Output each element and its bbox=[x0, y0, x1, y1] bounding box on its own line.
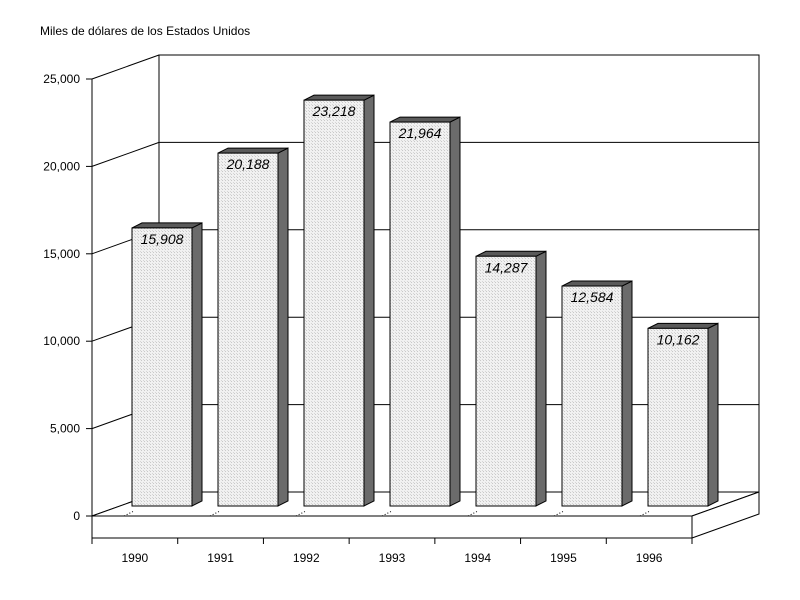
x-axis: 1990 1991 1992 1993 1994 1995 1996 bbox=[91, 538, 693, 565]
bar-shadow bbox=[639, 510, 651, 517]
y-axis: 0 5,000 10,000 15,000 20,000 25,000 bbox=[43, 72, 92, 523]
bar: 12,584 bbox=[553, 280, 633, 517]
x-tick-label: 1994 bbox=[464, 551, 491, 565]
bar-shadow bbox=[209, 510, 221, 517]
bar-side bbox=[449, 116, 461, 507]
bar-front bbox=[389, 121, 451, 507]
bar-side bbox=[277, 147, 289, 507]
y-tick-label: 10,000 bbox=[43, 334, 80, 348]
bar-front bbox=[475, 255, 537, 507]
bar: 14,287 bbox=[467, 250, 547, 517]
bar-shadow bbox=[381, 510, 393, 517]
bar-top bbox=[303, 94, 375, 101]
bars: 15,908 20,188 23,218 21,964 14,287 12,584 10,1… bbox=[123, 94, 719, 517]
bar-front bbox=[647, 327, 709, 507]
bar-top bbox=[131, 222, 203, 229]
data-label: 20,188 bbox=[226, 156, 270, 172]
floor-front bbox=[91, 515, 693, 539]
data-label: 15,908 bbox=[141, 231, 184, 247]
y-tick-label: 0 bbox=[73, 509, 80, 523]
data-label: 14,287 bbox=[485, 259, 529, 275]
bar-top bbox=[217, 147, 289, 154]
bar-front bbox=[303, 99, 365, 507]
y-tick-label: 5,000 bbox=[50, 422, 80, 436]
bar-front bbox=[217, 152, 279, 507]
bar-side bbox=[707, 322, 719, 507]
bar-side bbox=[535, 250, 547, 507]
bar: 20,188 bbox=[209, 147, 289, 517]
bar: 10,162 bbox=[639, 322, 719, 517]
bar-shadow bbox=[553, 510, 565, 517]
bar: 23,218 bbox=[295, 94, 375, 517]
bar-side bbox=[191, 222, 203, 507]
x-tick-label: 1991 bbox=[207, 551, 234, 565]
y-tick-label: 25,000 bbox=[43, 72, 80, 86]
side-gridline bbox=[91, 54, 160, 80]
data-label: 21,964 bbox=[398, 125, 442, 141]
x-tick-label: 1996 bbox=[636, 551, 663, 565]
side-gridline bbox=[91, 141, 160, 167]
y-tick-label: 15,000 bbox=[43, 247, 80, 261]
bar-front bbox=[561, 285, 623, 507]
bar-top bbox=[475, 250, 547, 257]
bar-shadow bbox=[295, 510, 307, 517]
x-tick-label: 1992 bbox=[293, 551, 320, 565]
y-tick-label: 20,000 bbox=[43, 159, 80, 173]
data-label: 23,218 bbox=[312, 103, 356, 119]
bar-top bbox=[647, 322, 719, 329]
bar-top bbox=[389, 116, 461, 123]
bar-side bbox=[621, 280, 633, 507]
x-tick-label: 1993 bbox=[379, 551, 406, 565]
bar-side bbox=[363, 94, 375, 507]
bar-shadow bbox=[467, 510, 479, 517]
bar-front bbox=[131, 227, 193, 507]
bar: 21,964 bbox=[381, 116, 461, 517]
x-tick-label: 1990 bbox=[122, 551, 149, 565]
y-axis-title: Miles de dólares de los Estados Unidos bbox=[40, 24, 250, 38]
bar: 15,908 bbox=[123, 222, 203, 517]
data-label: 12,584 bbox=[571, 289, 614, 305]
data-label: 10,162 bbox=[657, 331, 700, 347]
x-tick-label: 1995 bbox=[550, 551, 577, 565]
bar-top bbox=[561, 280, 633, 287]
floor-side bbox=[691, 491, 760, 539]
bar-shadow bbox=[123, 510, 135, 517]
